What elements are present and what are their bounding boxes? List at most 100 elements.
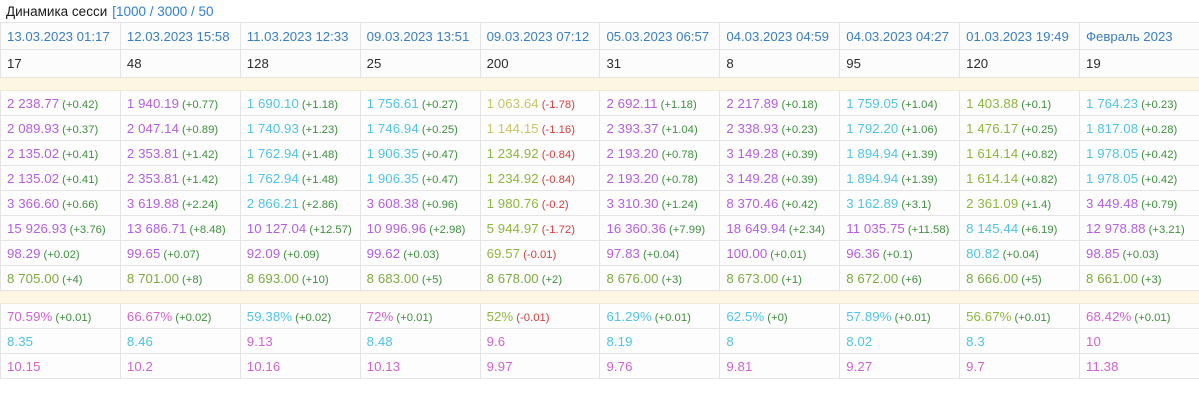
metric-delta: (+1.39) (901, 173, 938, 186)
metric-cell: 10.13 (359, 353, 481, 379)
metric-cell: 8 661.00 (+3) (1079, 265, 1199, 291)
metric-delta: (+0.37) (62, 123, 99, 136)
metric-cell: 1 978.05 (+0.42) (1079, 165, 1199, 191)
column-header[interactable]: 05.03.2023 06:57 (599, 22, 721, 50)
metric-value: 3 366.60 (7, 195, 60, 211)
metric-cell: 57.89% (+0.01) (839, 303, 961, 329)
metric-delta: (+0.82) (1021, 148, 1058, 161)
metric-delta: (+1.4) (1021, 198, 1052, 211)
metric-cell: 1 940.19 (+0.77) (119, 90, 241, 116)
metric-value: 2 217.89 (726, 95, 779, 111)
metric-cell: 8 683.00 (+5) (359, 265, 481, 291)
metric-value: 97.83 (606, 245, 640, 261)
metric-cell: 1 894.94 (+1.39) (839, 140, 961, 166)
metric-value: 8.02 (846, 333, 873, 349)
metric-value: 2 135.02 (7, 170, 60, 186)
column-count: 17 (0, 49, 121, 78)
metric-value: 2 393.37 (606, 120, 659, 136)
metric-delta: (+1) (781, 273, 802, 286)
metric-cell: 1 063.64 (-1.78) (479, 90, 601, 116)
column-header[interactable]: 11.03.2023 12:33 (239, 22, 361, 50)
column-count: 120 (959, 49, 1081, 78)
metric-delta: (+8) (182, 273, 203, 286)
metric-value: 1 144.15 (486, 120, 539, 136)
metric-value: 8 693.00 (246, 270, 299, 286)
column-header[interactable]: 09.03.2023 07:12 (479, 22, 601, 50)
metric-cell: 8 145.44 (+6.19) (959, 215, 1081, 241)
column-header[interactable]: 12.03.2023 15:58 (119, 22, 241, 50)
column-header[interactable]: 13.03.2023 01:17 (0, 22, 121, 50)
metric-delta: (+0.01) (654, 311, 691, 324)
metric-cell: 8 678.00 (+2) (479, 265, 601, 291)
metric-delta: (+1.48) (301, 173, 339, 186)
metric-cell: 1 234.92 (-0.84) (479, 165, 601, 191)
metric-cell: 8 705.00 (+4) (0, 265, 121, 291)
metric-cell: 3 149.28 (+0.39) (719, 165, 841, 191)
metric-cell: 2 135.02 (+0.41) (0, 140, 121, 166)
metric-value: 16 360.36 (606, 220, 667, 236)
metric-value: 8.35 (7, 333, 34, 349)
metric-value: 9.13 (246, 333, 273, 349)
metric-cell: 16 360.36 (+7.99) (599, 215, 721, 241)
column-header[interactable]: 01.03.2023 19:49 (959, 22, 1081, 50)
metric-cell: 8 370.46 (+0.42) (719, 190, 841, 216)
metric-delta: (+1.04) (661, 123, 698, 136)
metric-delta: (+6) (901, 273, 922, 286)
metric-delta: (+1.42) (182, 173, 219, 186)
metric-cell: 2 047.14 (+0.89) (119, 115, 241, 141)
metric-cell: 2 135.02 (+0.41) (0, 165, 121, 191)
metric-value: 1 740.93 (246, 120, 299, 136)
metric-delta: (+0.04) (1002, 248, 1039, 261)
metric-value: 10 (1086, 333, 1101, 349)
metric-value: 9.76 (606, 358, 633, 374)
column-header[interactable]: 04.03.2023 04:27 (839, 22, 961, 50)
metric-value: 2 193.20 (606, 145, 659, 161)
metric-cell: 1 403.88 (+0.1) (959, 90, 1081, 116)
metric-delta: (+0.27) (421, 98, 458, 111)
metric-delta: (+4) (62, 273, 83, 286)
metric-delta: (+2.86) (301, 198, 339, 211)
metric-cell: 70.59% (+0.01) (0, 303, 121, 329)
column-count: 48 (119, 49, 241, 78)
metric-value: 1 690.10 (246, 95, 299, 111)
metric-delta: (+0.03) (1122, 248, 1159, 261)
metric-cell: 3 366.60 (+0.66) (0, 190, 121, 216)
metric-value: 69.57 (486, 245, 521, 261)
column-header[interactable]: 04.03.2023 04:59 (719, 22, 841, 50)
metric-cell: 3 449.48 (+0.79) (1079, 190, 1199, 216)
column-header[interactable]: 09.03.2023 13:51 (359, 22, 481, 50)
metric-delta: (+8.48) (189, 223, 226, 236)
metric-cell: 3 619.88 (+2.24) (119, 190, 241, 216)
metric-value: 3 149.28 (726, 145, 779, 161)
metric-delta: (+6.19) (1021, 223, 1058, 236)
metric-value: 1 906.35 (366, 145, 419, 161)
metric-value: 68.42% (1086, 308, 1132, 324)
metric-value: 2 338.93 (726, 120, 779, 136)
metric-delta: (-0.01) (523, 248, 557, 261)
metric-value: 8 672.00 (846, 270, 899, 286)
metric-cell: 52% (-0.01) (479, 303, 601, 329)
metric-value: 80.82 (966, 245, 1000, 261)
metric-cell: 100.00 (+0.01) (719, 240, 841, 266)
column-header[interactable]: Февраль 2023 (1079, 22, 1199, 50)
metric-value: 10.16 (246, 358, 281, 374)
metric-value: 1 906.35 (366, 170, 419, 186)
metric-value: 2 238.77 (7, 95, 60, 111)
metric-cell: 2 353.81 (+1.42) (119, 140, 241, 166)
metric-delta: (+7.99) (669, 223, 706, 236)
metric-value: 99.65 (126, 245, 161, 261)
metric-value: 3 162.89 (846, 195, 899, 211)
row-separator-band (0, 290, 1199, 304)
metric-cell: 2 361.09 (+1.4) (959, 190, 1081, 216)
column-count: 31 (599, 49, 721, 78)
metric-value: 1 403.88 (966, 95, 1019, 111)
metric-value: 8 676.00 (606, 270, 659, 286)
metric-value: 1 614.14 (966, 145, 1019, 161)
metric-cell: 3 608.38 (+0.96) (359, 190, 481, 216)
metric-delta: (+0.07) (163, 248, 200, 261)
metric-value: 1 894.94 (846, 170, 899, 186)
metric-value: 2 353.81 (126, 170, 180, 186)
metric-delta: (+0.01) (55, 311, 92, 324)
metric-value: 10 996.96 (366, 220, 427, 236)
metric-cell: 3 162.89 (+3.1) (839, 190, 961, 216)
